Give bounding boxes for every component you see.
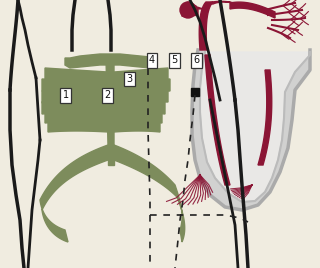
Polygon shape [42, 101, 108, 114]
Polygon shape [182, 2, 198, 17]
Polygon shape [114, 68, 168, 84]
Polygon shape [45, 68, 108, 84]
Polygon shape [106, 55, 114, 148]
Polygon shape [258, 70, 272, 165]
Circle shape [180, 2, 196, 18]
Text: 6: 6 [194, 55, 200, 65]
Text: 1: 1 [62, 90, 69, 100]
Polygon shape [65, 54, 155, 68]
Polygon shape [114, 101, 165, 114]
Polygon shape [199, 2, 213, 50]
Polygon shape [230, 2, 275, 18]
Polygon shape [114, 79, 170, 94]
Polygon shape [200, 52, 310, 202]
Polygon shape [114, 90, 168, 104]
Text: 4: 4 [149, 55, 155, 65]
Polygon shape [40, 145, 108, 242]
Text: 5: 5 [171, 55, 178, 65]
Polygon shape [114, 145, 185, 242]
Polygon shape [42, 91, 108, 104]
FancyBboxPatch shape [191, 88, 199, 96]
Polygon shape [48, 121, 108, 132]
Polygon shape [206, 1, 237, 4]
Polygon shape [205, 55, 230, 185]
Polygon shape [42, 79, 108, 94]
Polygon shape [45, 111, 108, 123]
Text: 2: 2 [104, 90, 110, 100]
Polygon shape [114, 111, 162, 123]
Polygon shape [108, 145, 114, 165]
Polygon shape [192, 50, 310, 210]
Polygon shape [114, 121, 160, 132]
Polygon shape [0, 0, 40, 268]
Text: 3: 3 [126, 74, 133, 84]
Polygon shape [185, 6, 207, 12]
